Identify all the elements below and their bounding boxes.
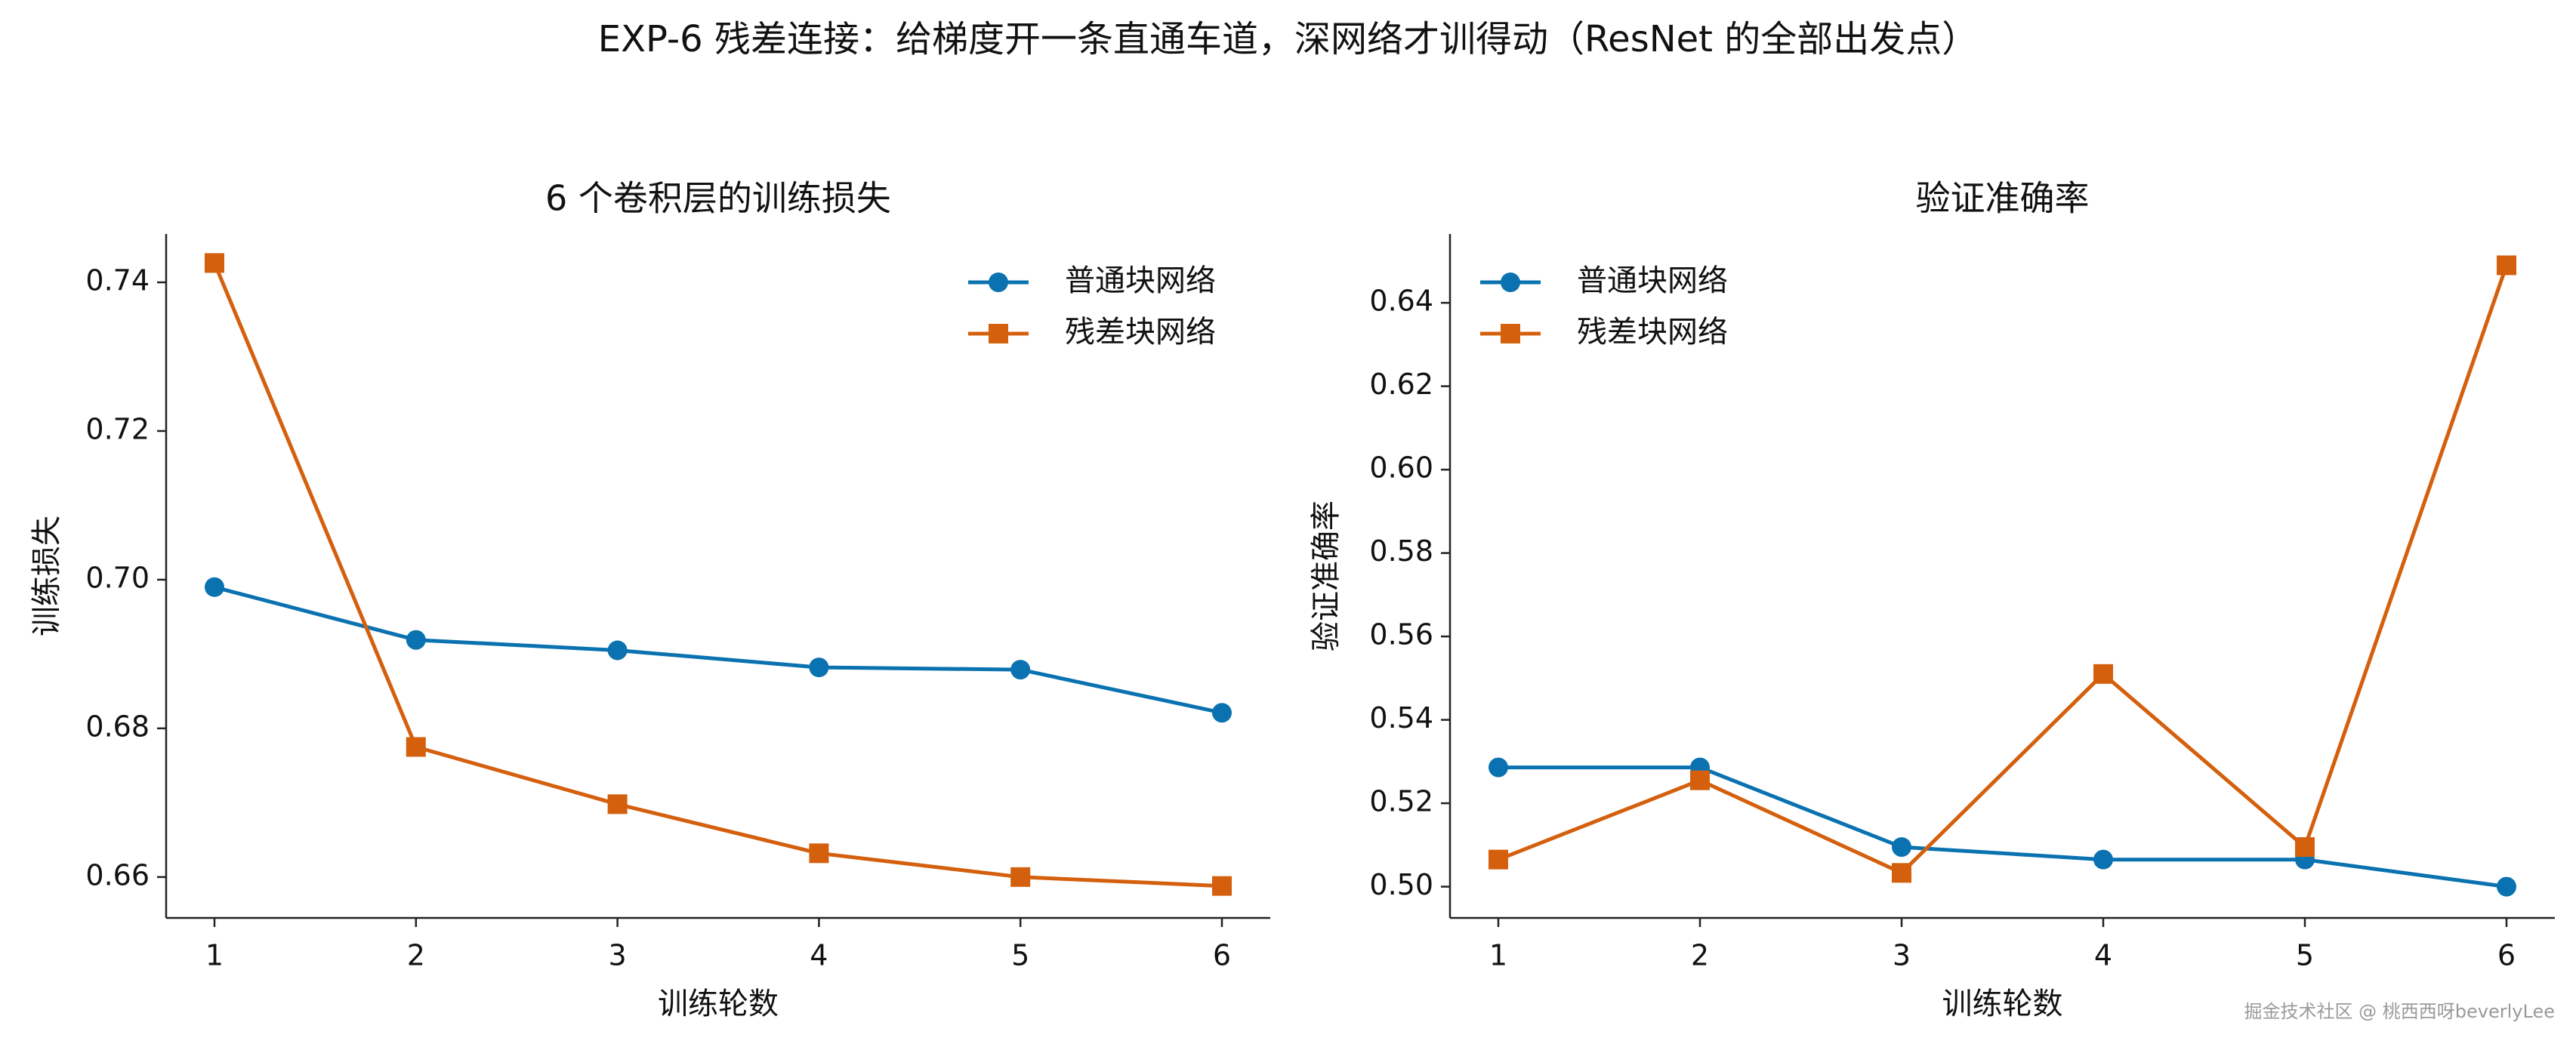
chart-title: 验证准确率 [1916,178,2090,219]
legend-label: 残差块网络 [1065,315,1216,350]
data-point-square [1892,863,1911,883]
x-tick-label: 5 [1011,939,1029,972]
data-point-circle [2093,849,2113,870]
y-tick-label: 0.72 [85,412,150,445]
legend-label: 残差块网络 [1577,315,1728,350]
series-line-plain [1498,765,2507,889]
data-point-circle [809,658,829,678]
legend-marker-circle [1501,273,1520,292]
data-point-square [406,737,426,757]
data-point-circle [1892,837,1911,858]
data-point-square [1010,867,1031,887]
data-point-circle [1212,703,1232,723]
y-tick-label: 0.54 [1369,701,1433,734]
x-tick-label: 1 [1489,939,1507,972]
y-axis-label: 验证准确率 [1309,500,1344,651]
data-point-circle [1489,757,1508,778]
data-point-circle [607,640,628,661]
watermark: 掘金技术社区 @ 桃西西呀beverlyLee [2244,1001,2555,1022]
x-tick-label: 1 [205,939,224,972]
legend-label: 普通块网络 [1065,263,1216,298]
data-point-square [1489,849,1508,870]
data-point-square [607,794,628,815]
x-tick-label: 2 [407,939,425,972]
y-tick-label: 0.52 [1369,785,1433,818]
x-tick-label: 4 [810,939,828,972]
data-point-square [1212,876,1232,896]
data-point-circle [406,630,426,650]
data-point-circle [2497,876,2516,897]
data-point-square [2497,255,2516,276]
x-tick-label: 3 [609,939,627,972]
data-point-square [2295,837,2315,858]
data-point-circle [1010,660,1031,680]
data-point-circle [205,577,224,597]
x-tick-label: 3 [1893,939,1911,972]
x-tick-label: 4 [2094,939,2112,972]
data-point-square [205,253,224,273]
y-tick-label: 0.56 [1369,618,1433,651]
legend-marker-square [989,324,1008,343]
y-axis-label: 训练损失 [29,516,64,636]
y-tick-label: 0.74 [85,264,150,297]
x-axis-label: 训练轮数 [658,987,779,1021]
legend-marker-circle [989,273,1008,292]
series-line-plain [214,585,1223,715]
y-tick-label: 0.60 [1369,451,1433,485]
x-tick-label: 6 [1213,939,1231,972]
y-tick-label: 0.66 [85,858,150,892]
series-line-residual [1498,264,2509,875]
y-tick-label: 0.64 [1369,285,1433,318]
legend-label: 普通块网络 [1577,263,1728,298]
x-tick-label: 6 [2497,939,2516,972]
y-tick-label: 0.68 [85,710,150,743]
x-tick-label: 5 [2296,939,2314,972]
y-tick-label: 0.70 [85,561,150,594]
y-tick-label: 0.58 [1369,534,1433,568]
figure-suptitle: EXP-6 残差连接：给梯度开一条直通车道，深网络才训得动（ResNet 的全部… [597,18,1979,60]
x-axis-label: 训练轮数 [1942,987,2063,1021]
chart-title: 6 个卷积层的训练损失 [545,178,891,219]
y-tick-label: 0.50 [1369,868,1433,901]
data-point-square [2093,664,2113,684]
data-point-square [1690,770,1710,790]
y-tick-label: 0.62 [1369,368,1433,401]
legend-marker-square [1501,324,1520,343]
x-tick-label: 2 [1691,939,1709,972]
series-line-residual [212,262,1223,888]
data-point-square [809,843,829,864]
